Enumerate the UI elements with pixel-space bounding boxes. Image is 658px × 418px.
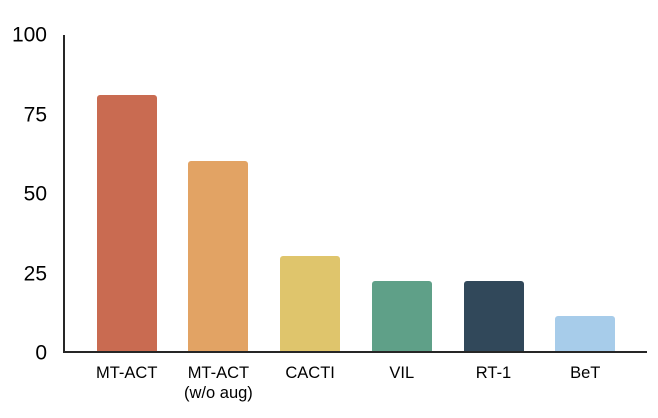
bar-vil — [371, 281, 432, 351]
y-tick-label-75: 75 — [23, 103, 47, 126]
bar-group-mt-act: MT-ACT — [96, 35, 157, 382]
bar-group-vil: VIL — [371, 35, 432, 382]
bar-group-rt-1: RT-1 — [463, 35, 524, 382]
y-axis-tick-labels: 0 25 50 75 100 — [0, 25, 55, 364]
bar-bet — [555, 316, 616, 351]
x-label-vil: VIL — [389, 364, 415, 382]
x-label-mt-act-wo-aug: MT-ACT (w/o aug) — [184, 364, 253, 403]
bar-group-mt-act-wo-aug: MT-ACT (w/o aug) — [184, 35, 253, 402]
y-tick-label-50: 50 — [23, 182, 47, 206]
y-tick-label-25: 25 — [23, 262, 47, 285]
bar-group-cacti: CACTI — [280, 35, 341, 382]
y-tick-label-100: 100 — [11, 23, 47, 47]
x-label-mt-act: MT-ACT — [95, 364, 158, 382]
plot-area: MT-ACT MT-ACT (w/o aug) CACTI VIL RT-1 B… — [63, 35, 647, 402]
bar-cacti — [280, 256, 341, 351]
x-label-cacti: CACTI — [285, 364, 335, 382]
y-tick-label-0: 0 — [35, 341, 47, 365]
bar-mt-act — [96, 95, 157, 351]
bar-mt-act-wo-aug — [188, 161, 249, 351]
bar-group-bet: BeT — [555, 35, 616, 382]
bar-rt-1 — [463, 281, 524, 351]
x-label-rt-1: RT-1 — [475, 364, 512, 382]
x-label-bet: BeT — [570, 364, 601, 382]
